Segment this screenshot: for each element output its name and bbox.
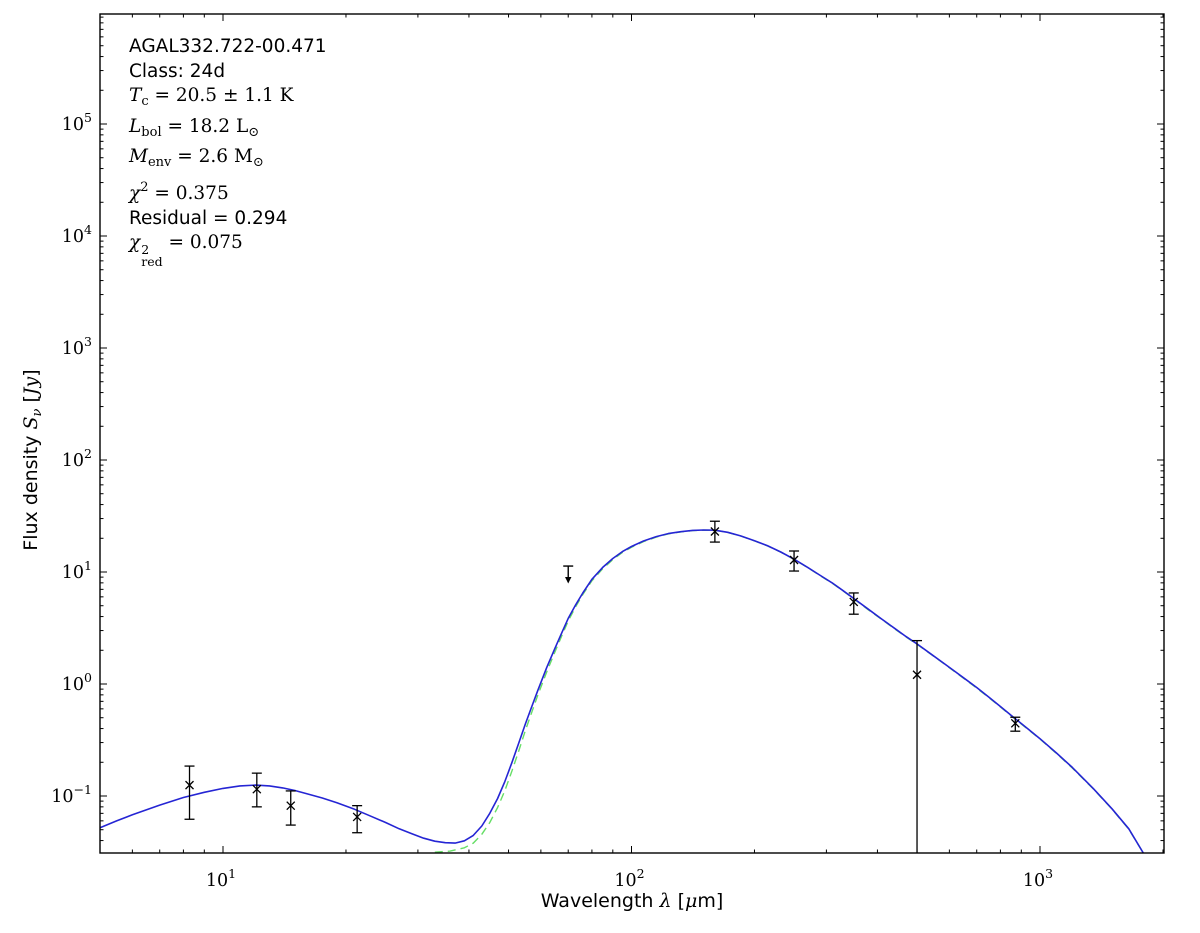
svg-text:104: 104 — [62, 222, 92, 247]
bolometric-luminosity: Lbol = 18.2 L⊙ — [129, 115, 260, 140]
chi-squared: χ2 = 0.375 — [129, 179, 229, 204]
svg-text:100: 100 — [62, 670, 92, 695]
class-label: Class: 24d — [129, 60, 226, 82]
svg-text:105: 105 — [62, 110, 92, 135]
svg-text:101: 101 — [206, 866, 236, 891]
residual: Residual = 0.294 — [129, 207, 288, 229]
svg-text:103: 103 — [1023, 866, 1053, 891]
svg-text:103: 103 — [62, 334, 92, 359]
svg-text:102: 102 — [614, 866, 644, 891]
envelope-mass: Menv = 2.6 M⊙ — [129, 146, 264, 171]
x-axis-label: Wavelength λ [μm] — [540, 890, 724, 912]
fit-annotation: AGAL332.722-00.471 Class: 24d Tc = 20.5 … — [129, 35, 327, 267]
svg-text:102: 102 — [62, 446, 92, 471]
chi-squared-reduced: χ 2 red = 0.075 — [129, 232, 243, 269]
y-axis-label: Flux density Sν [Jy] — [20, 369, 45, 551]
svg-text:10−1: 10−1 — [51, 782, 92, 807]
svg-text:101: 101 — [62, 558, 92, 583]
dust-temperature: Tc = 20.5 ± 1.1 K — [129, 85, 294, 110]
source-name: AGAL332.722-00.471 — [129, 36, 327, 57]
